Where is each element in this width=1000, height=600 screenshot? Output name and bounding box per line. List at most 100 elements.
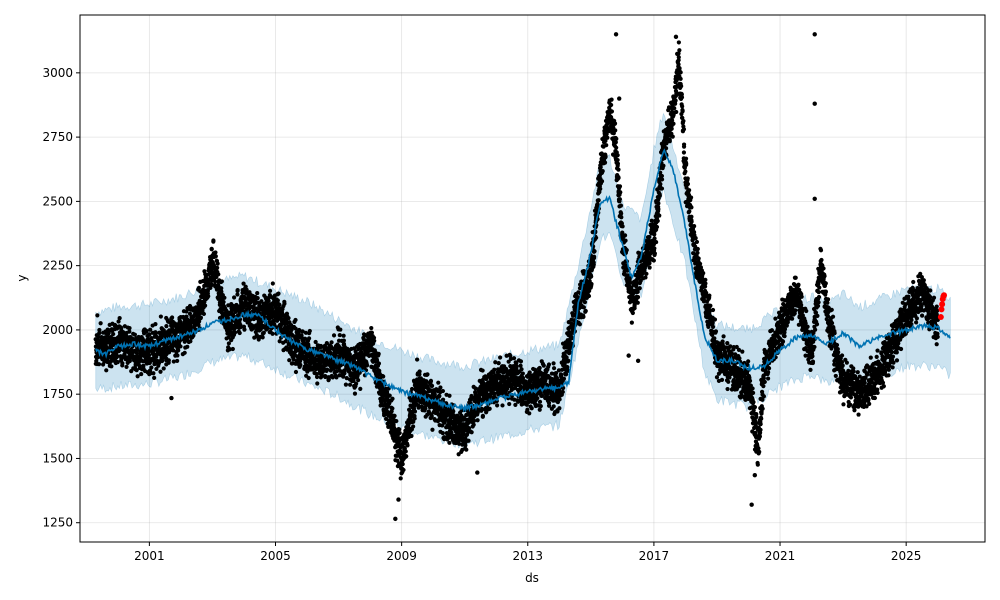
data-point — [681, 118, 686, 124]
data-point — [657, 193, 662, 198]
data-point — [196, 322, 201, 328]
data-point — [259, 299, 264, 304]
data-point — [147, 332, 152, 337]
data-point — [266, 298, 271, 304]
data-point — [657, 213, 662, 218]
data-point — [358, 386, 363, 391]
data-point — [185, 344, 190, 349]
data-point — [369, 325, 374, 331]
data-point — [215, 265, 220, 270]
data-point — [623, 238, 628, 243]
data-point — [294, 348, 299, 353]
data-point — [164, 324, 169, 329]
data-point — [115, 354, 120, 359]
data-point — [437, 393, 442, 399]
data-point — [270, 306, 275, 312]
data-point — [238, 324, 243, 330]
data-point — [226, 335, 231, 340]
data-point — [537, 399, 543, 404]
data-point — [404, 437, 409, 442]
data-point — [652, 236, 657, 241]
data-point — [298, 362, 303, 367]
data-point — [236, 312, 241, 318]
data-point — [676, 40, 681, 45]
data-point — [713, 329, 719, 334]
data-point — [115, 360, 120, 365]
data-point — [392, 413, 397, 418]
data-point — [637, 286, 642, 291]
data-point — [449, 430, 454, 435]
data-point — [255, 290, 260, 296]
data-point — [97, 331, 102, 336]
data-point — [323, 374, 328, 379]
data-point — [352, 391, 358, 396]
data-point — [647, 265, 652, 270]
data-point — [325, 367, 330, 372]
data-point — [518, 363, 523, 368]
data-point — [557, 397, 562, 402]
data-point — [412, 409, 418, 414]
data-point — [127, 326, 132, 331]
data-point — [672, 106, 677, 111]
data-point — [676, 62, 681, 67]
data-point — [219, 279, 225, 284]
data-point — [270, 331, 275, 336]
data-point — [171, 348, 176, 353]
data-point — [286, 316, 291, 321]
data-point — [599, 179, 605, 184]
data-point — [546, 362, 552, 367]
data-point — [617, 197, 622, 202]
data-point — [320, 369, 326, 374]
data-point — [222, 295, 227, 300]
data-point — [429, 383, 435, 388]
data-point — [463, 443, 468, 448]
data-point — [127, 329, 132, 334]
data-point — [685, 181, 691, 187]
data-point — [213, 254, 218, 259]
data-point — [656, 207, 661, 212]
data-point — [507, 401, 512, 407]
data-point — [270, 281, 275, 286]
data-point — [495, 403, 500, 408]
data-point — [411, 424, 416, 429]
data-point — [712, 317, 718, 322]
data-point — [202, 303, 208, 308]
data-point — [527, 411, 532, 416]
data-point — [153, 331, 158, 336]
data-point — [149, 365, 154, 370]
data-point — [598, 186, 603, 191]
data-point — [659, 177, 665, 182]
data-point — [469, 430, 474, 435]
data-point — [296, 328, 302, 334]
data-point — [412, 416, 417, 421]
data-point — [447, 393, 452, 398]
data-point — [615, 157, 620, 163]
data-point — [343, 382, 349, 387]
data-point — [206, 294, 211, 299]
data-point — [203, 271, 208, 277]
data-point — [604, 143, 609, 148]
data-point — [219, 289, 224, 294]
data-point — [673, 98, 678, 103]
data-point — [697, 261, 703, 266]
data-point — [687, 209, 692, 214]
data-point — [541, 363, 546, 368]
data-point — [635, 295, 641, 300]
data-point — [609, 109, 615, 114]
data-point — [277, 302, 282, 307]
data-point — [277, 339, 282, 344]
data-point — [287, 358, 292, 363]
data-point — [306, 342, 311, 347]
data-point — [387, 393, 392, 398]
data-point — [681, 150, 687, 155]
data-point — [480, 414, 485, 419]
data-point — [401, 467, 406, 473]
data-point — [721, 334, 726, 339]
data-point — [652, 251, 657, 256]
data-point — [235, 292, 240, 297]
data-point — [616, 175, 621, 180]
data-point — [537, 365, 542, 371]
data-point — [658, 182, 663, 187]
data-point — [609, 97, 614, 102]
data-point — [498, 355, 503, 360]
